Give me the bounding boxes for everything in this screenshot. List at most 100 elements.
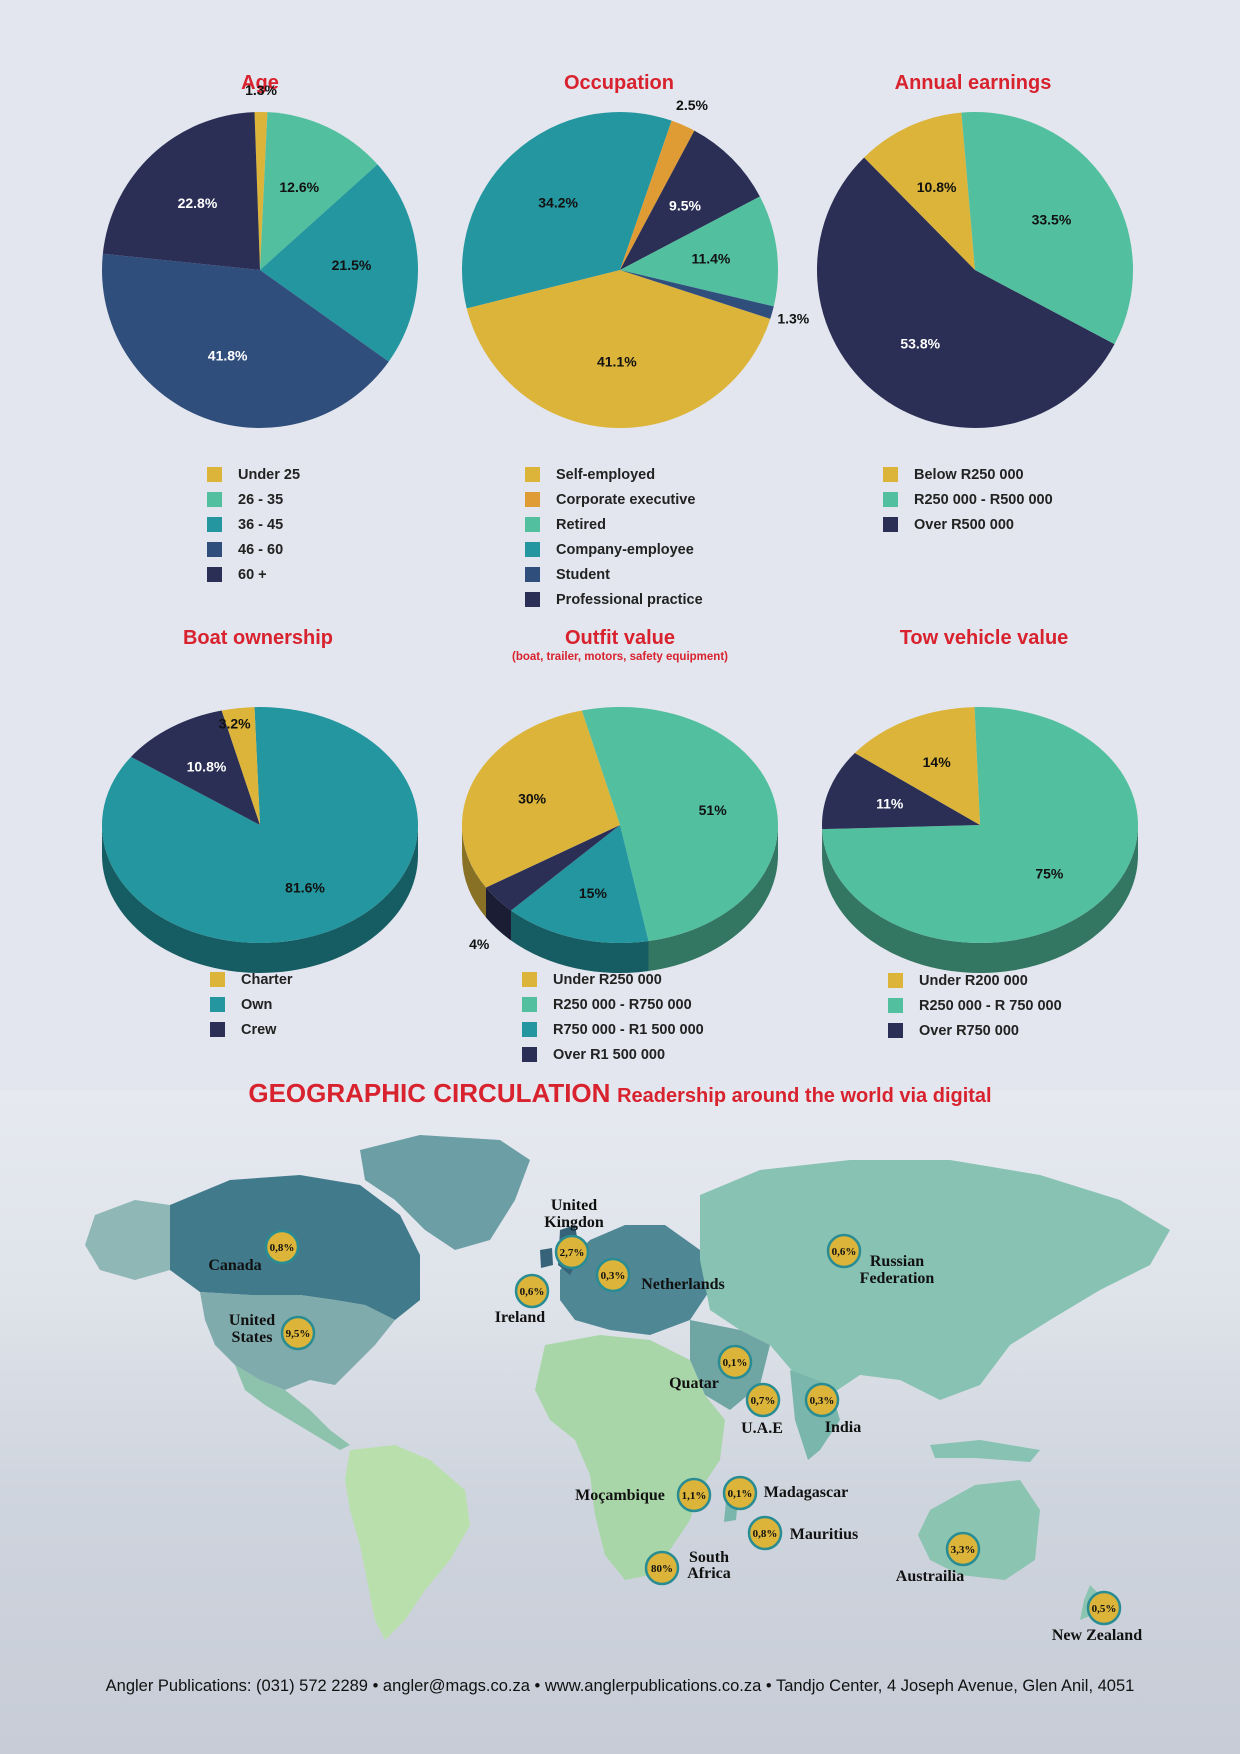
legend-label: 60 + (238, 566, 267, 583)
slice-label-r750-000-r1-500-000: 15% (579, 885, 608, 901)
slice-label-under-25: 1.3% (245, 82, 277, 98)
marker-percentage: 2,7% (560, 1247, 585, 1259)
outfit-chart-title: Outfit value (564, 627, 675, 649)
pie-slice-charter (221, 707, 260, 825)
legend-item-retired: Retired (525, 512, 703, 537)
legend-item-company-employee: Company-employee (525, 537, 703, 562)
legend-swatch (883, 467, 898, 482)
slice-label-professional-practice: 9.5% (669, 197, 701, 213)
marker-percentage: 3,3% (951, 1544, 976, 1556)
marker-percentage: 0,7% (751, 1395, 776, 1407)
legend-label: Charter (241, 971, 293, 988)
marker-united-kingdon: 2,7% United Kingdon (544, 1197, 604, 1270)
legend-item-own: Own (210, 992, 293, 1017)
marker-bubble (804, 1382, 840, 1418)
marker-quatar: 0,1% Quatar (669, 1344, 753, 1392)
legend-item-36-45: 36 - 45 (207, 512, 300, 537)
outfit-legend: Under R250 000 R250 000 - R750 000 R750 00… (522, 967, 704, 1067)
legend-label: Over R750 000 (919, 1022, 1019, 1039)
pie-wall-own (102, 825, 418, 973)
legend-swatch (207, 517, 222, 532)
marker-russian-federation: 0,6%Russian Federation (826, 1233, 934, 1287)
slice-label-under-r250-000: 30% (518, 790, 547, 806)
marker-united-states: 9,5% United States (229, 1312, 316, 1351)
country-label: South Africa (687, 1549, 731, 1582)
legend-label: Professional practice (556, 591, 703, 608)
legend-item-r250-000-r750-000: R250 000 - R750 000 (522, 992, 704, 1017)
legend-swatch (888, 973, 903, 988)
legend-label: Company-employee (556, 541, 694, 558)
legend-label: 36 - 45 (238, 516, 284, 533)
tow-chart-title: Tow vehicle value (899, 627, 1069, 649)
geo-title-main: GEOGRAPHIC CIRCULATION (248, 1078, 611, 1108)
legend-item-over-r500-000: Over R500 000 (883, 512, 1053, 537)
ireland-shape (540, 1248, 553, 1268)
legend-label: Over R500 000 (914, 516, 1014, 533)
pie-wall-under-r250-000 (462, 825, 487, 918)
marker-bubble (722, 1475, 758, 1511)
legend-swatch (522, 997, 537, 1012)
legend-swatch (525, 542, 540, 557)
pie-wall-r250-000-r-750-000 (822, 825, 1138, 974)
marker-bubble (717, 1344, 753, 1380)
marker-bubble (554, 1234, 590, 1270)
marker-percentage: 9,5% (286, 1328, 311, 1340)
earnings-pie-chart: 53.8% 10.8% 33.5% (817, 112, 1133, 428)
occupation-pie-chart: 41.1% 34.2% 2.5% 9.5% 11.4% 1.3% (462, 97, 810, 429)
legend-swatch (210, 1022, 225, 1037)
legend-item-over-r750-000: Over R750 000 (888, 1018, 1062, 1043)
country-label: Mauritius (790, 1526, 858, 1543)
marker-madagascar: 0,1% Madagascar (722, 1475, 848, 1511)
country-label: Moçambique (575, 1487, 665, 1504)
marker-india: 0,3% India (804, 1382, 861, 1436)
marker-percentage: 0,6% (832, 1246, 857, 1258)
legend-item-r250-000-r-750-000: R250 000 - R 750 000 (888, 993, 1062, 1018)
legend-label: R250 000 - R 750 000 (919, 997, 1062, 1014)
legend-swatch (525, 492, 540, 507)
legend-item-over-r1-500-000: Over R1 500 000 (522, 1042, 704, 1067)
geo-title-sub: Readership around the world via digital (617, 1085, 992, 1107)
slice-label-retired: 11.4% (691, 251, 730, 267)
legend-item-46-60: 46 - 60 (207, 537, 300, 562)
greenland-shape (360, 1135, 530, 1250)
pie-slice-below-r250-000 (864, 112, 975, 270)
country-label: Madagascar (764, 1484, 848, 1501)
footer-contact: Angler Publications: (031) 572 2289 • an… (105, 1677, 1135, 1695)
legend-item-charter: Charter (210, 967, 293, 992)
slice-label-r250-000-r500-000: 33.5% (1032, 211, 1072, 227)
marker-percentage: 0,8% (753, 1528, 778, 1540)
marker-percentage: 0,3% (601, 1270, 626, 1282)
age-legend: Under 25 26 - 35 36 - 45 46 - 60 60 + (207, 462, 300, 587)
slice-label-crew: 10.8% (187, 759, 227, 775)
earnings-legend: Below R250 000 R250 000 - R500 000 Over R5… (883, 462, 1053, 537)
world-map: 0,8% Canada 9,5% United States 0,6% Ireland 2,7… (85, 1135, 1170, 1644)
slice-label-over-r500-000: 53.8% (900, 335, 940, 351)
legend-label: R250 000 - R500 000 (914, 491, 1053, 508)
legend-swatch (210, 997, 225, 1012)
legend-item-under-r250-000: Under R250 000 (522, 967, 704, 992)
slice-label-own: 81.6% (285, 879, 325, 895)
slice-label-over-r1-500-000: 4% (469, 936, 490, 952)
legend-item-under-25: Under 25 (207, 462, 300, 487)
pie-slice-crew (131, 710, 260, 825)
legend-swatch (525, 517, 540, 532)
asia-shape (700, 1160, 1170, 1400)
marker-bubble (264, 1229, 300, 1265)
marker-netherlands: 0,3% Netherlands (595, 1257, 725, 1293)
marker-mauritius: 0,8% Mauritius (747, 1515, 858, 1551)
slice-label-60: 22.8% (178, 195, 218, 211)
country-label: Quatar (669, 1375, 719, 1392)
legend-swatch (522, 1047, 537, 1062)
marker-percentage: 0,1% (723, 1357, 748, 1369)
pie-slice-r250-000-r-750-000 (822, 707, 1138, 943)
pie-slice-r750-000-r1-500-000 (511, 825, 649, 943)
legend-swatch (525, 567, 540, 582)
marker-percentage: 0,1% (728, 1488, 753, 1500)
legend-label: Under R250 000 (553, 971, 662, 988)
pie-slice-over-r750-000 (822, 753, 980, 830)
country-label: Canada (208, 1257, 261, 1274)
marker-bubble (1086, 1590, 1122, 1626)
legend-swatch (207, 467, 222, 482)
australia-shape (918, 1480, 1040, 1580)
pie-slice-under-r200-000 (854, 707, 980, 825)
